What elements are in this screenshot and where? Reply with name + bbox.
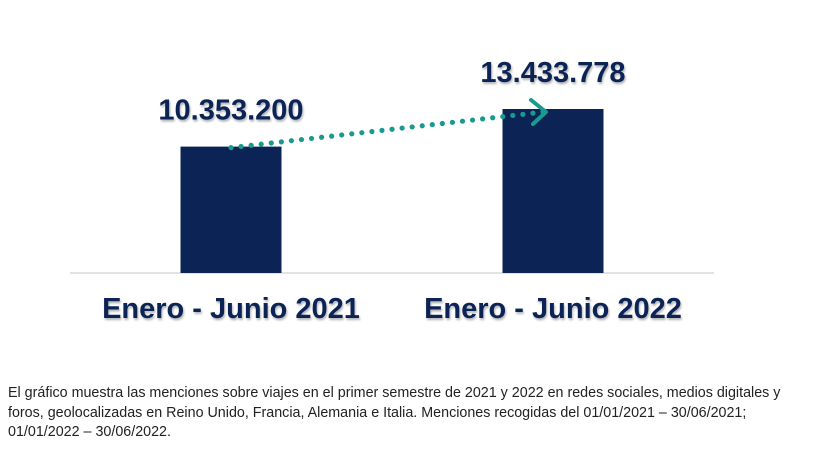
bar-chart: 10.353.200 Enero - Junio 2021 13.433.778 En…: [70, 57, 714, 325]
arrow-dot: [308, 135, 315, 142]
arrow-dot: [339, 132, 345, 138]
arrow-dot: [419, 123, 425, 129]
arrow-dot: [248, 142, 254, 148]
arrow-dot: [520, 111, 526, 117]
arrow-dot: [449, 119, 456, 125]
arrow-dot: [278, 139, 284, 145]
arrow-dot: [389, 126, 395, 132]
bar-1: [180, 146, 282, 273]
arrow-dot: [228, 145, 234, 151]
arrow-dot: [369, 128, 375, 135]
arrow-dot: [459, 118, 466, 124]
chart-caption: El gráfico muestra las menciones sobre v…: [8, 385, 781, 440]
arrow-dot: [238, 143, 244, 150]
arrow-dot: [490, 115, 496, 121]
bar-2: [502, 109, 604, 273]
arrow-head-icon: [529, 98, 548, 126]
data-label-2: 13.433.778: [480, 57, 625, 89]
arrow-dot: [469, 117, 476, 123]
arrow-dot: [298, 136, 305, 143]
arrow-dot: [500, 113, 506, 120]
category-label-1: Enero - Junio 2021: [102, 293, 360, 325]
category-label-2: Enero - Junio 2022: [424, 293, 682, 325]
arrow-dot: [359, 130, 365, 136]
arrow-dot: [480, 116, 486, 122]
arrow-dot: [439, 120, 445, 127]
arrow-dot: [258, 141, 264, 147]
arrow-dot: [510, 112, 516, 119]
arrow-dot: [429, 122, 435, 128]
arrow-dot: [268, 140, 274, 146]
arrow-dot: [409, 124, 415, 130]
arrow-dot: [288, 138, 294, 144]
arrow-dot: [349, 131, 355, 137]
arrow-dot: [318, 134, 325, 140]
data-label-1: 10.353.200: [158, 95, 303, 127]
arrow-dot: [329, 133, 335, 139]
arrow-dot: [379, 127, 385, 133]
arrow-dot: [399, 125, 405, 131]
arrow-dot: [530, 110, 536, 116]
